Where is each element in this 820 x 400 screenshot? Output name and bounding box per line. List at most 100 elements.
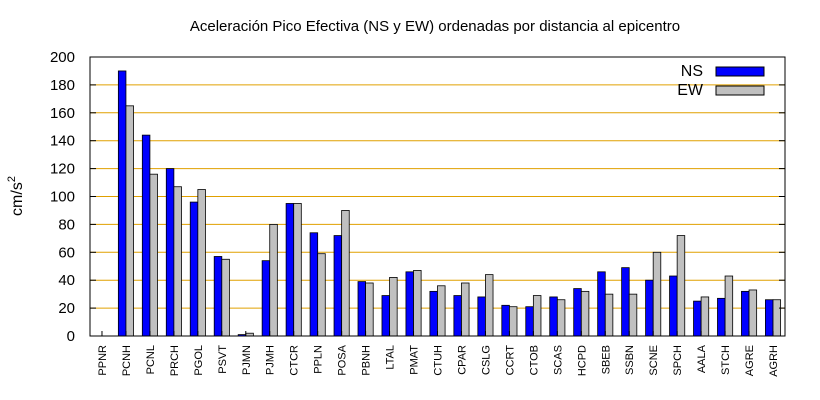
bar-ew-spch [676, 235, 686, 337]
x-tick-label: CTOB [528, 345, 540, 375]
x-tick-label: SSBN [624, 345, 636, 375]
bar-ns-psvt [213, 256, 223, 337]
x-axis: PPNR PCNH PCNL PRCH PGOL PSVT PJMN PJMH CTCR PPLN… [97, 331, 780, 377]
bar-ew-cpar [461, 282, 470, 337]
bar-ew-scne [652, 251, 662, 337]
y-tick-label: 100 [50, 189, 75, 206]
bar-ns-pcnh [117, 70, 127, 337]
y-tick-label: 60 [58, 244, 75, 261]
y-axis: 0 20 40 60 80 100 120 140 160 180 200 [50, 49, 785, 345]
y-tick-label: 80 [58, 216, 75, 233]
x-tick-label: AGRE [744, 345, 756, 376]
x-tick-label: PJMH [265, 345, 277, 375]
y-axis-label-unit: cm/s [9, 182, 26, 216]
bar-ns-spch [669, 275, 678, 337]
bar-ns-pmat [405, 271, 414, 337]
x-tick-label: SBEB [600, 345, 612, 374]
bar-ns-ssbn [621, 267, 630, 337]
x-tick-label: AALA [696, 344, 708, 373]
bar-ew-pbnh [365, 282, 374, 337]
bar-ew-cslg [485, 274, 494, 337]
x-tick-label: AGRH [768, 345, 780, 377]
bar-ns-stch [717, 297, 726, 337]
y-tick-label: 120 [50, 161, 75, 178]
y-tick-label: 200 [50, 49, 75, 66]
bar-ew-pgol [197, 189, 206, 337]
bar-ew-ctob [532, 295, 542, 337]
bar-ns-pbnh [357, 281, 367, 337]
bar-ns-ltal [381, 295, 390, 337]
bar-ew-scas [556, 299, 566, 337]
bar-ew-agrh [772, 299, 782, 337]
bar-ns-cpar [453, 295, 462, 337]
bar-ns-aala [693, 300, 702, 337]
bar-ns-agrh [765, 299, 774, 337]
x-tick-label: PBNH [361, 345, 373, 376]
x-tick-label: PSVT [217, 345, 229, 374]
bar-ns-scne [645, 279, 654, 337]
y-tick-label: 180 [50, 77, 75, 94]
bar-ew-ltal [389, 277, 398, 337]
bar-ns-ppln [309, 232, 319, 337]
bar-ns-ctob [525, 306, 534, 337]
bar-ns-pgol [189, 201, 199, 337]
bar-ew-posa [341, 210, 350, 337]
x-tick-label: PMAT [409, 345, 421, 375]
y-axis-label: cm/s2 [6, 176, 26, 216]
x-tick-label: SCNE [648, 345, 660, 376]
legend-swatch-ns [715, 66, 765, 77]
bar-ew-pcnl [149, 173, 158, 337]
bar-ew-ssbn [628, 293, 638, 337]
bar-ew-ctcr [293, 203, 302, 337]
x-tick-label: LTAL [385, 345, 397, 370]
bar-ns-posa [333, 235, 343, 337]
x-tick-label: CTCR [289, 345, 301, 376]
bar-ew-ctuh [437, 285, 446, 337]
legend-label-ns: NS [681, 63, 703, 80]
x-tick-label: CPAR [456, 345, 468, 375]
y-tick-label: 0 [67, 328, 75, 345]
y-tick-label: 160 [50, 105, 75, 122]
legend: NS EW [677, 63, 765, 99]
x-tick-label: PRCH [169, 345, 181, 376]
bar-ns-ctuh [429, 290, 438, 337]
x-tick-label: PCNL [145, 345, 157, 374]
y-tick-label: 140 [50, 133, 75, 150]
bar-ns-scas [549, 296, 558, 337]
x-tick-label: CTUH [433, 345, 445, 376]
bar-ew-agre [748, 289, 758, 337]
bar-ns-sbeb [597, 271, 606, 337]
y-axis-label-exponent: 2 [6, 176, 18, 182]
x-tick-label: CSLG [480, 345, 492, 375]
bar-ew-ccrt [508, 306, 518, 337]
bar-ew-prch [173, 186, 182, 337]
bar-ew-sbeb [604, 293, 614, 337]
bar-ns-pjmh [261, 260, 271, 337]
bar-ns-agre [741, 290, 750, 337]
y-tick-label: 40 [58, 272, 75, 289]
x-tick-label: CCRT [504, 345, 516, 376]
bar-ns-ccrt [501, 304, 510, 337]
bars [117, 70, 782, 337]
bar-ew-pcnh [125, 105, 134, 337]
bar-ew-pjmh [269, 223, 278, 337]
bar-ns-prch [165, 168, 175, 337]
x-tick-label: PCNH [121, 345, 133, 376]
bar-ew-aala [700, 296, 710, 337]
bar-ew-stch [724, 275, 734, 337]
x-tick-label: POSA [337, 344, 349, 375]
x-tick-label: PPLN [313, 345, 325, 374]
legend-swatch-ew [715, 85, 765, 96]
x-tick-label: PJMN [241, 345, 253, 375]
bar-ns-hcpd [573, 288, 582, 337]
x-tick-label: SPCH [672, 345, 684, 376]
bar-ew-hcpd [580, 290, 590, 337]
x-tick-label: STCH [720, 345, 732, 375]
x-tick-label: HCPD [576, 345, 588, 376]
x-tick-label: PPNR [97, 345, 109, 376]
legend-label-ew: EW [677, 82, 704, 99]
bar-ns-cslg [477, 296, 486, 337]
bar-ns-pcnl [141, 134, 151, 337]
bar-ns-ctcr [285, 203, 295, 337]
